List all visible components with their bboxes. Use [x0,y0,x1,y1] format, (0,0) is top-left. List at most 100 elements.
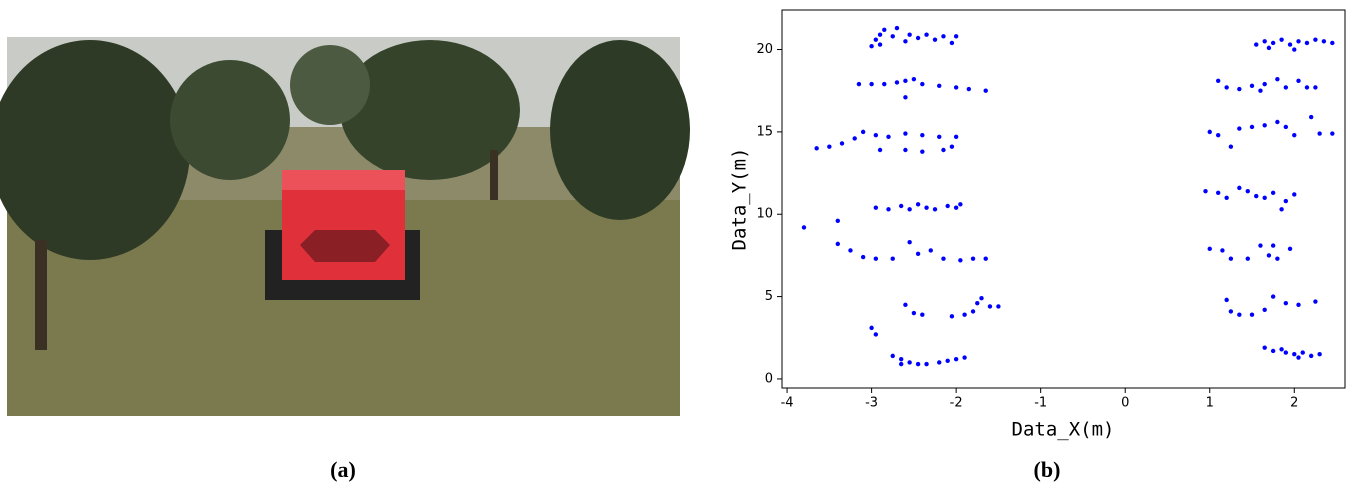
point [1283,85,1289,90]
point [953,356,959,362]
y-tick-label: 15 [756,124,773,139]
plot-frame [781,9,1346,389]
x-tick-label: -3 [865,396,878,411]
point [975,300,980,306]
point [937,134,942,140]
point [924,32,929,37]
point [827,144,832,149]
point [1249,312,1255,317]
point [907,207,912,212]
point [1330,131,1335,136]
point [983,88,988,93]
point [979,296,984,301]
point [1262,345,1267,350]
point [1292,192,1297,197]
point [1262,81,1267,87]
point [1249,83,1255,88]
point [907,360,912,365]
point [1283,350,1289,355]
point [1220,248,1225,253]
point [1228,144,1234,149]
point [945,203,950,209]
point [958,202,963,207]
point [1237,312,1242,317]
point [835,218,840,224]
point [873,256,879,261]
x-tick-label: -1 [1034,396,1047,411]
point [852,136,857,141]
point [1304,40,1310,46]
point [1313,37,1318,42]
point [1262,195,1267,200]
point [894,80,900,85]
point [886,134,891,140]
x-tick-label: 2 [1290,396,1298,411]
point [1245,188,1250,194]
point [1275,119,1280,125]
point [1270,348,1276,354]
point [949,144,955,149]
point [877,147,883,153]
point [903,78,908,84]
point [996,304,1001,309]
point [1207,129,1212,135]
point [1215,78,1221,84]
point [1287,246,1293,252]
point [911,310,917,316]
point [1292,132,1297,138]
point [953,134,959,140]
point [1270,190,1276,196]
y-tick-label: 0 [765,371,773,386]
point [882,81,887,87]
point [1224,85,1229,90]
point [1270,40,1276,46]
point [1296,355,1301,360]
point [1266,45,1272,51]
point [877,32,883,37]
point [1266,253,1272,258]
point [1215,190,1221,196]
point [873,205,879,210]
point [869,325,874,331]
point [903,95,908,100]
point [1300,350,1305,355]
point [1262,39,1267,44]
point [1317,131,1322,136]
point [983,256,988,261]
point [890,34,895,39]
point [869,81,874,87]
point [928,248,933,253]
point [1330,40,1335,46]
point [1254,42,1259,47]
point [1317,352,1322,357]
point [962,355,967,360]
point [1296,302,1301,308]
point [814,146,819,151]
point [1262,307,1267,312]
point [958,258,963,263]
point [873,332,879,337]
point [966,86,972,92]
point [894,25,900,31]
point [898,356,904,362]
point [907,32,912,37]
point [911,76,917,82]
point [1292,47,1297,52]
point [801,225,807,230]
point [848,248,853,253]
point [1313,85,1318,90]
point [1275,256,1280,261]
point [1245,256,1250,261]
point [1304,85,1310,90]
point [1279,207,1284,212]
point [953,34,959,39]
point [890,353,895,359]
point [1313,299,1318,304]
x-tick-label: 1 [1206,396,1214,411]
point [877,42,883,47]
point [898,203,904,209]
point [1292,352,1297,357]
point [856,81,862,87]
point [1258,88,1263,93]
point [924,205,929,210]
